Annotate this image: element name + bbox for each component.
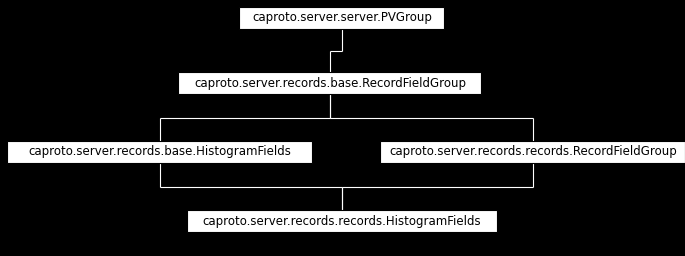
Bar bbox=[240, 7, 445, 29]
Bar bbox=[187, 210, 497, 232]
Bar bbox=[380, 141, 685, 163]
Bar bbox=[8, 141, 312, 163]
Text: caproto.server.records.base.RecordFieldGroup: caproto.server.records.base.RecordFieldG… bbox=[194, 77, 466, 90]
Text: caproto.server.records.records.HistogramFields: caproto.server.records.records.Histogram… bbox=[203, 215, 482, 228]
Text: caproto.server.records.records.RecordFieldGroup: caproto.server.records.records.RecordFie… bbox=[389, 145, 677, 158]
Bar bbox=[179, 72, 482, 94]
Text: caproto.server.records.base.HistogramFields: caproto.server.records.base.HistogramFie… bbox=[29, 145, 291, 158]
Text: caproto.server.server.PVGroup: caproto.server.server.PVGroup bbox=[252, 12, 432, 25]
